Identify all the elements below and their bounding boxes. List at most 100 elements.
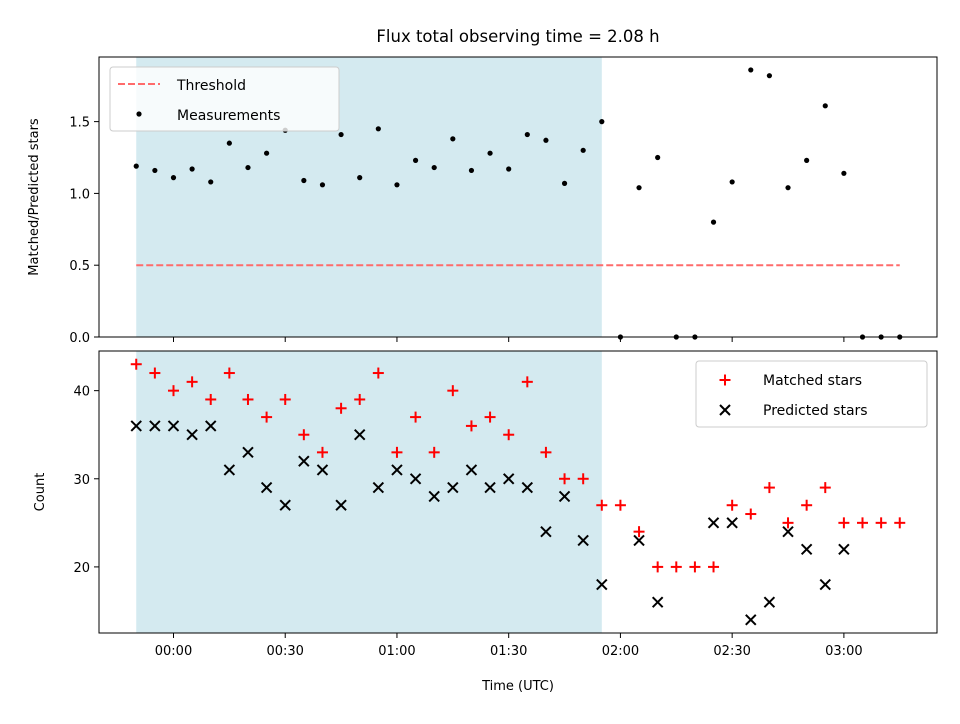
bottom-axes-frame [98, 350, 938, 634]
legend-measurement-swatch [136, 111, 142, 117]
x-tick-label: 03:00 [825, 644, 862, 659]
cross-b [782, 525, 794, 538]
measurement-point [133, 163, 139, 169]
predicted-star-point [726, 517, 738, 529]
predicted-star-point [484, 481, 496, 494]
predicted-star-point [335, 499, 347, 511]
cross-b [372, 481, 385, 494]
cross-b [596, 578, 608, 591]
matched-star-point [167, 385, 179, 397]
legend-matched-swatch [719, 374, 731, 386]
predicted-star-point [298, 455, 310, 467]
matched-star-point [801, 499, 813, 511]
chart-title: Flux total observing time = 2.08 h [376, 27, 659, 46]
measurement-point [431, 164, 437, 171]
matched-star-point [857, 517, 869, 529]
predicted-star-point [130, 420, 142, 432]
measurement-point [729, 179, 735, 185]
measurement-point [189, 166, 195, 172]
x-tick-label: 00:00 [155, 644, 192, 659]
y-tick-label: 30 [73, 473, 90, 488]
matched-star-point [652, 561, 664, 573]
matched-star-point [279, 393, 291, 405]
predicted-star-point [223, 464, 236, 476]
cross-b [484, 481, 496, 494]
cross-b [335, 499, 347, 511]
cross-b [838, 543, 850, 555]
cross-b [465, 464, 478, 476]
x-tick-label: 02:00 [602, 644, 639, 659]
cross-b [521, 481, 534, 494]
matched-star-point [335, 402, 347, 414]
measurement-point [804, 157, 810, 163]
predicted-star-point [186, 429, 198, 441]
cross-b [428, 490, 440, 503]
measurement-point [506, 166, 512, 172]
matched-star-point [726, 499, 738, 511]
predicted-star-point [391, 464, 403, 476]
measurement-point [152, 167, 158, 174]
matched-star-point [894, 517, 906, 529]
matched-star-point [428, 446, 440, 458]
measurement-point [301, 177, 307, 184]
measurement-point [170, 175, 177, 181]
predicted-star-point [465, 464, 478, 476]
predicted-star-point [540, 525, 552, 538]
cross-b [391, 464, 403, 476]
measurement-point [375, 126, 381, 132]
y-tick-label: 0.0 [69, 331, 90, 346]
measurement-point [226, 140, 232, 146]
predicted-star-point [707, 517, 720, 529]
cross-b [651, 596, 664, 608]
cross-b [540, 525, 552, 538]
predicted-star-point [316, 464, 329, 476]
matched-star-point [391, 446, 403, 458]
matched-star-point [205, 393, 217, 405]
y-tick-label: 1.5 [69, 116, 90, 131]
measurement-point [208, 179, 214, 185]
y-tick-label: 20 [73, 561, 90, 576]
matched-star-point [875, 517, 887, 529]
y-tick-label: 40 [73, 385, 90, 400]
cross-b [577, 534, 589, 547]
cross-b [726, 517, 738, 529]
measurement-point [487, 150, 493, 156]
top-axes-frame [98, 56, 938, 338]
legend-bottom: Matched stars Predicted stars [695, 360, 928, 428]
matched-star-point [372, 367, 384, 379]
predicted-star-point [838, 543, 850, 555]
matched-star-point [559, 473, 571, 485]
predicted-star-point [242, 446, 254, 459]
matched-star-point [447, 385, 459, 397]
matched-star-point [261, 411, 273, 423]
bottom-panel-counts: 20 30 40 00:00 00:30 01:00 01:30 02:00 02:30 03:0… [33, 350, 938, 694]
top-panel-ratio: 0.0 0.5 1.0 1.5 Matched/Predicted stars Thres… [27, 56, 938, 346]
measurement-point [748, 67, 754, 73]
measurement-point [264, 150, 270, 156]
measurement-point [580, 147, 586, 153]
predicted-star-point [521, 481, 534, 494]
cross-b [130, 420, 142, 432]
predicted-star-point [502, 473, 515, 485]
measurement-point [245, 164, 251, 171]
measurement-point [524, 131, 530, 138]
measurement-point [822, 103, 828, 109]
predicted-star-point [633, 534, 645, 547]
cross-b [745, 614, 757, 626]
predicted-star-point [577, 534, 589, 547]
y-tick-label: 1.0 [69, 187, 90, 202]
measurement-point [636, 185, 642, 191]
legend-box [695, 360, 928, 428]
legend-predicted-swatch [719, 404, 731, 416]
matched-star-point [149, 367, 161, 379]
predicted-star-point [651, 596, 664, 608]
y-axis-label: Count [33, 473, 48, 512]
measurement-point [655, 154, 661, 161]
predicted-star-point [205, 420, 217, 432]
legend-measurement-label: Measurements [177, 108, 280, 124]
x-tick-label: 02:30 [713, 644, 750, 659]
matched-star-point [689, 561, 701, 573]
matched-star-point [130, 358, 142, 370]
matched-star-point [503, 429, 515, 441]
